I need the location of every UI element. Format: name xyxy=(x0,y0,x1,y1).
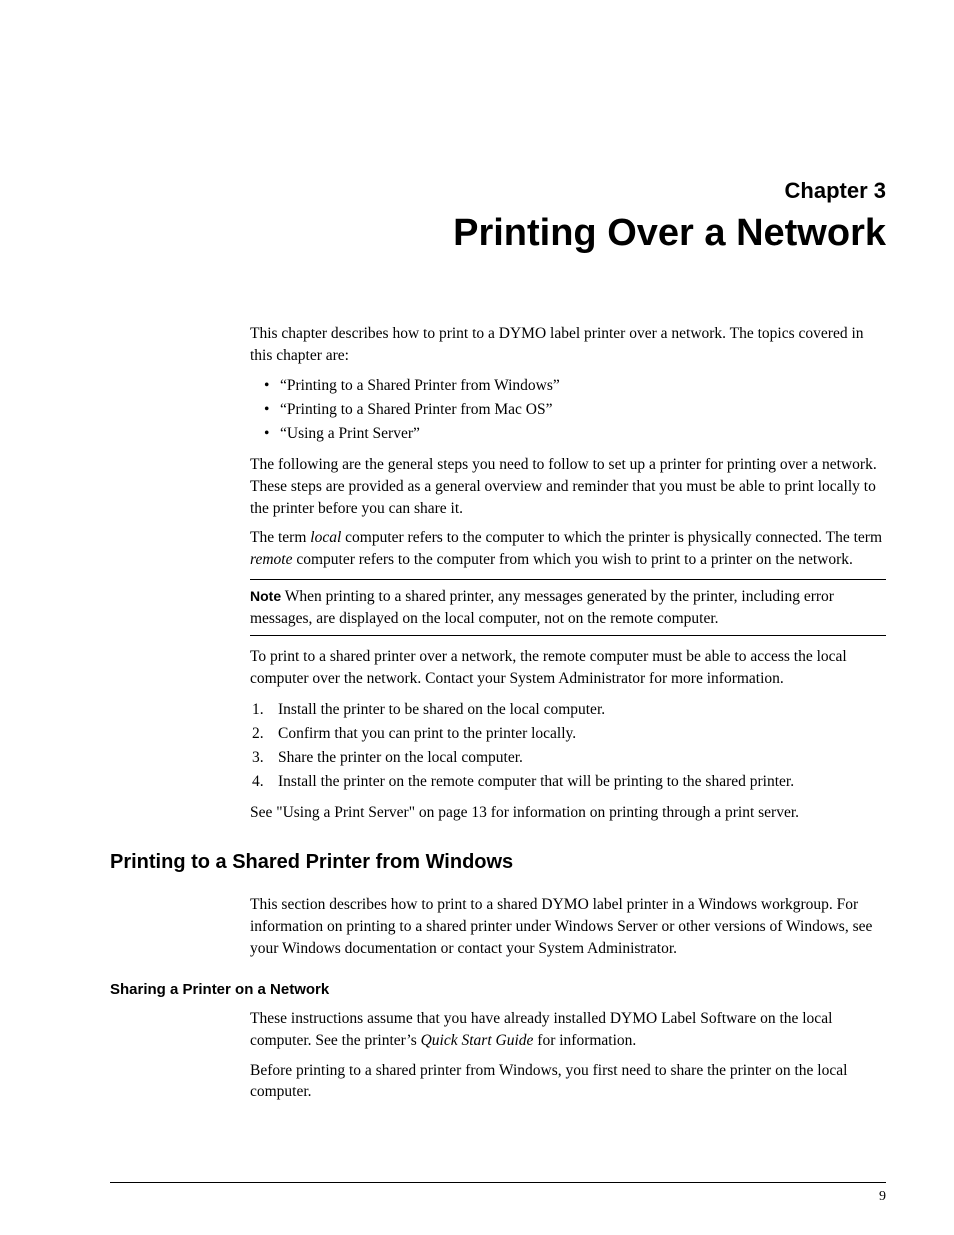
terminology-paragraph: The term local computer refers to the co… xyxy=(250,527,886,570)
intro-block: This chapter describes how to print to a… xyxy=(250,323,886,823)
topic-list: “Printing to a Shared Printer from Windo… xyxy=(250,374,886,446)
step-item: Install the printer to be shared on the … xyxy=(250,698,886,722)
subsection-heading-sharing: Sharing a Printer on a Network xyxy=(110,981,886,998)
setup-steps: Install the printer to be shared on the … xyxy=(250,698,886,794)
note-box: Note When printing to a shared printer, … xyxy=(250,579,886,636)
step-item: Install the printer on the remote comput… xyxy=(250,770,886,794)
see-also-paragraph: See "Using a Print Server" on page 13 fo… xyxy=(250,802,886,824)
text-fragment: computer refers to the computer from whi… xyxy=(292,551,852,568)
italic-term: Quick Start Guide xyxy=(421,1032,534,1049)
italic-term: remote xyxy=(250,551,292,568)
section2-body: These instructions assume that you have … xyxy=(250,1008,886,1103)
topic-item: “Printing to a Shared Printer from Mac O… xyxy=(250,398,886,422)
text-fragment: for information. xyxy=(533,1032,636,1049)
note-body: When printing to a shared printer, any m… xyxy=(250,588,834,627)
access-paragraph: To print to a shared printer over a netw… xyxy=(250,646,886,689)
section1-paragraph: This section describes how to print to a… xyxy=(250,894,886,959)
section2-paragraph-1: These instructions assume that you have … xyxy=(250,1008,886,1051)
section-heading-windows: Printing to a Shared Printer from Window… xyxy=(110,851,886,874)
section2-paragraph-2: Before printing to a shared printer from… xyxy=(250,1060,886,1103)
page-number: 9 xyxy=(879,1189,886,1205)
overview-paragraph: The following are the general steps you … xyxy=(250,454,886,519)
step-item: Confirm that you can print to the printe… xyxy=(250,722,886,746)
chapter-title: Printing Over a Network xyxy=(110,212,886,255)
chapter-label: Chapter 3 xyxy=(110,178,886,204)
topic-item: “Printing to a Shared Printer from Windo… xyxy=(250,374,886,398)
footer-rule xyxy=(110,1182,886,1183)
page-container: Chapter 3 Printing Over a Network This c… xyxy=(110,0,886,1235)
section1-body: This section describes how to print to a… xyxy=(250,894,886,959)
intro-paragraph: This chapter describes how to print to a… xyxy=(250,323,886,366)
step-item: Share the printer on the local computer. xyxy=(250,746,886,770)
note-label: Note xyxy=(250,588,281,604)
text-fragment: computer refers to the computer to which… xyxy=(341,529,882,546)
topic-item: “Using a Print Server” xyxy=(250,422,886,446)
italic-term: local xyxy=(310,529,341,546)
note-text: Note When printing to a shared printer, … xyxy=(250,586,886,629)
text-fragment: The term xyxy=(250,529,310,546)
